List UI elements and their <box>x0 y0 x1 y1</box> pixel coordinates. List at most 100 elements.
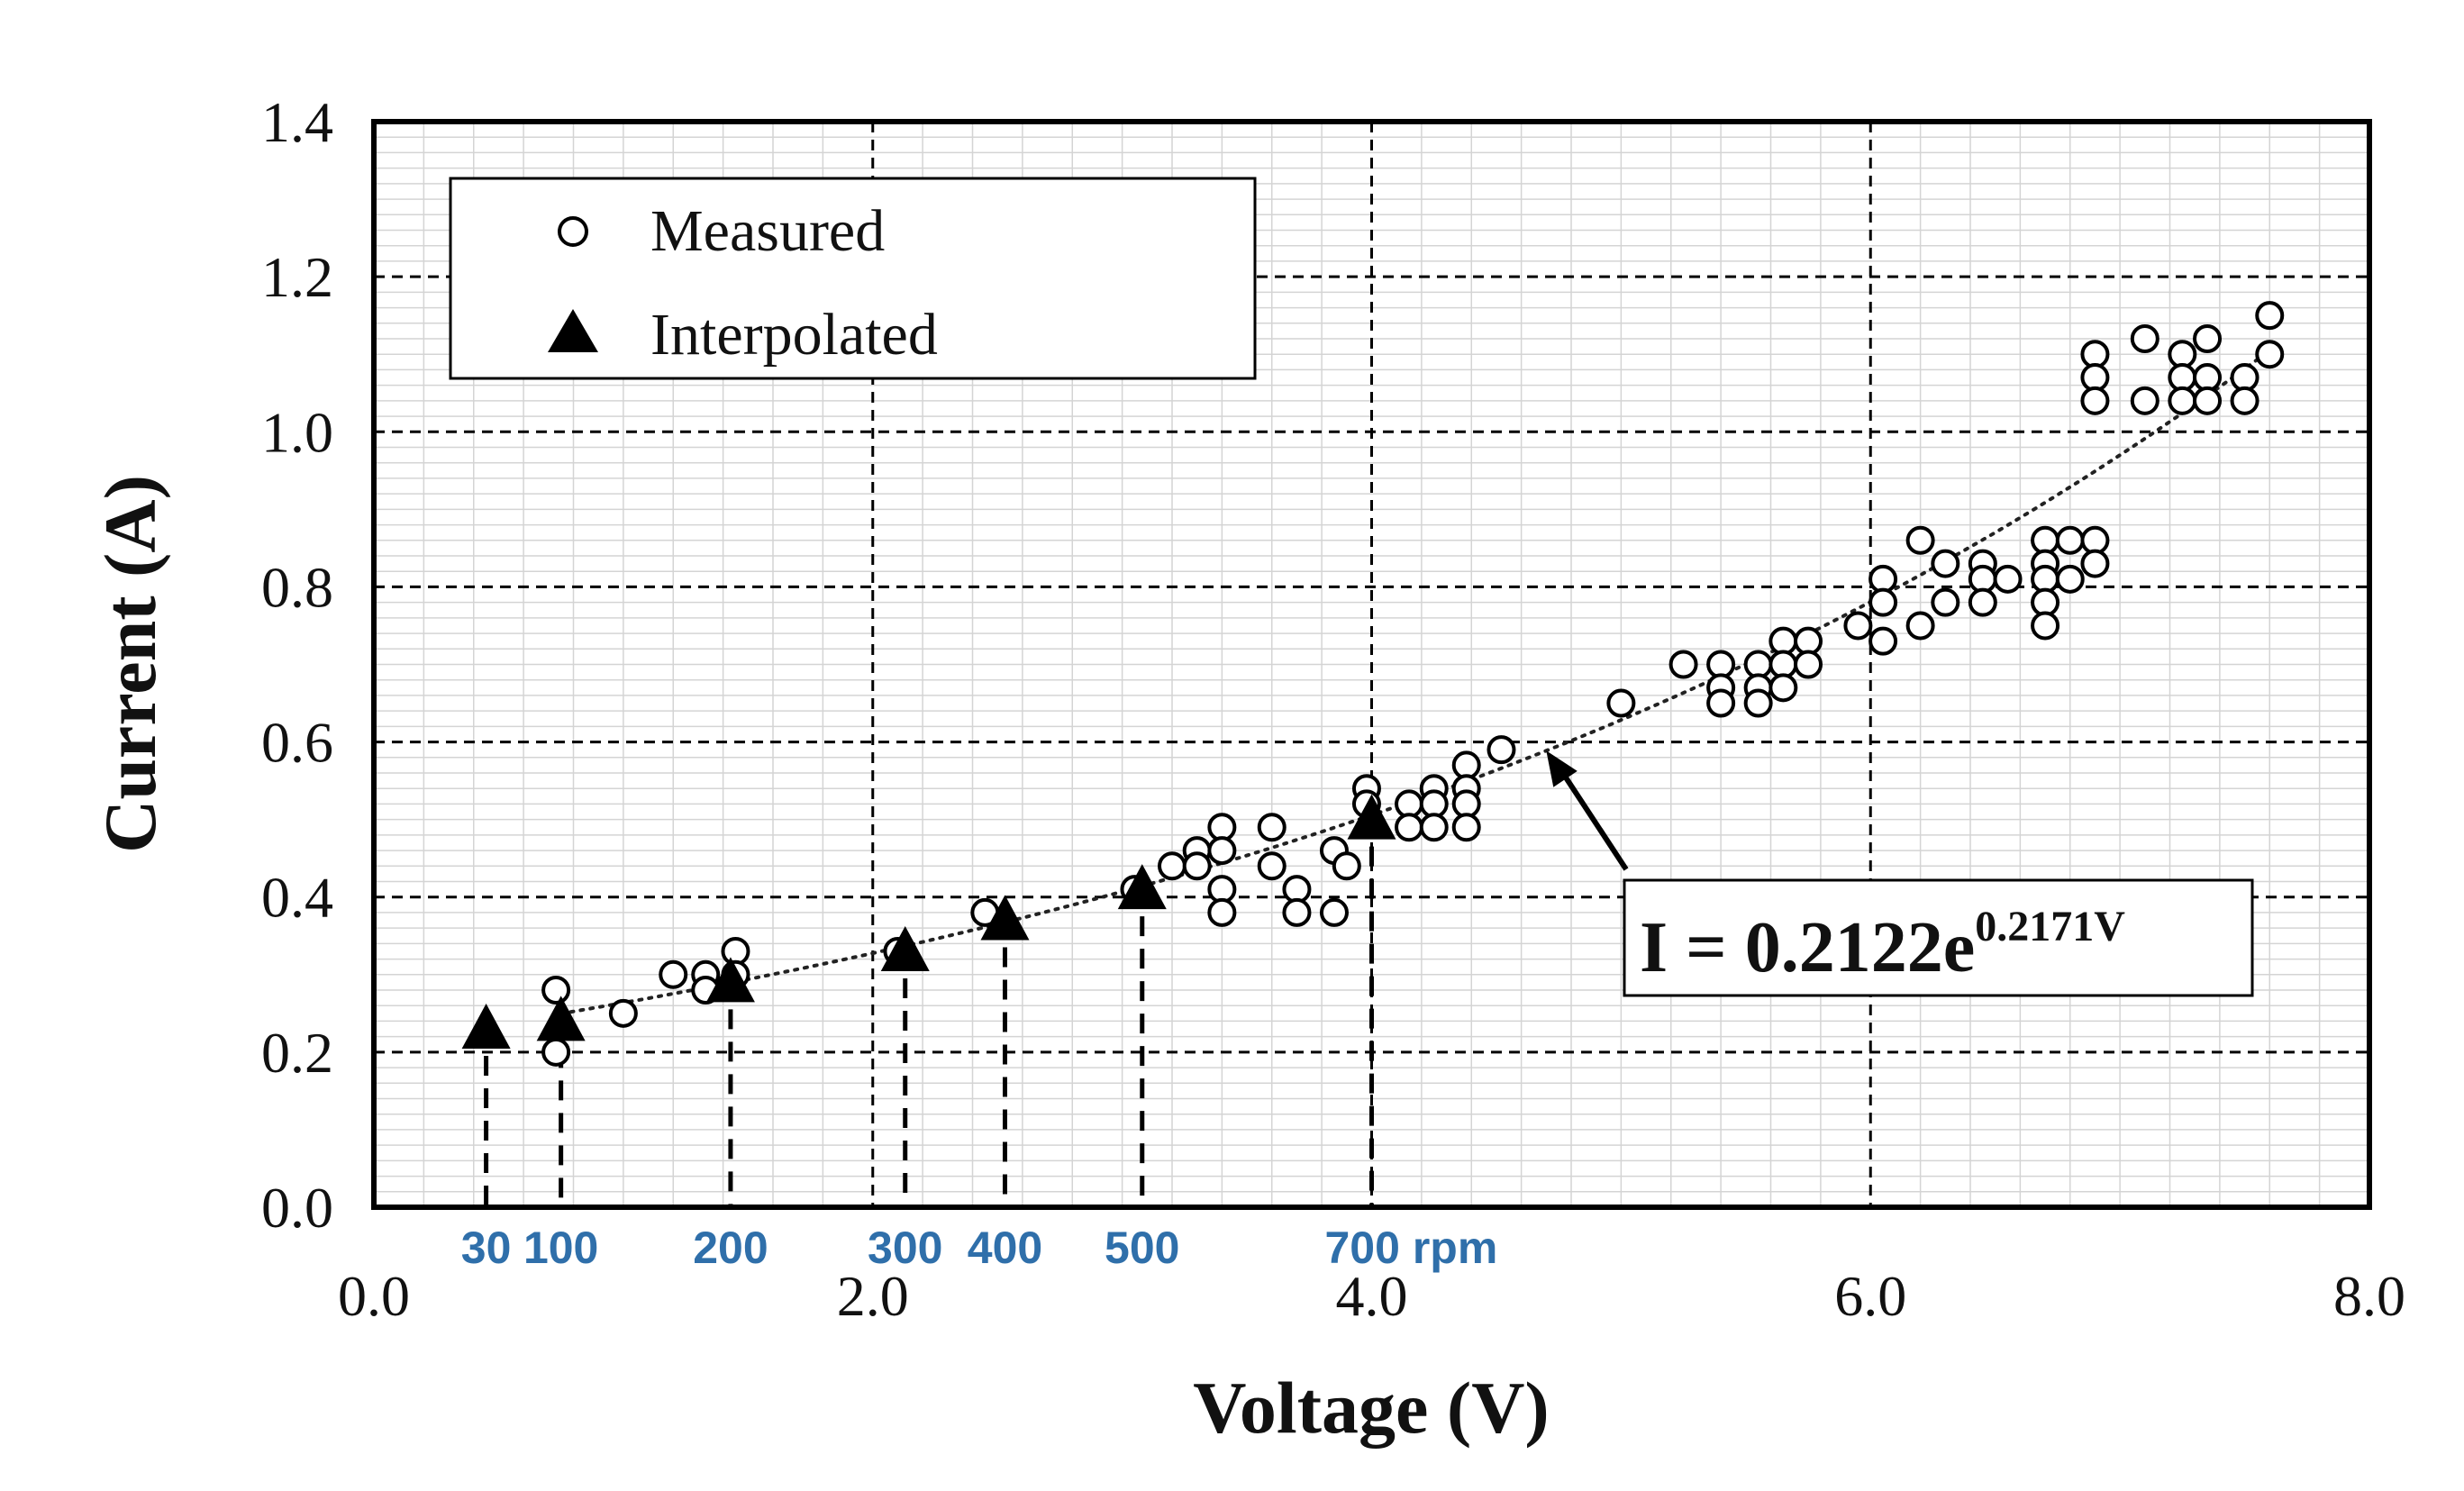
x-tick-label: 2.0 <box>837 1264 909 1328</box>
measured-point <box>1868 587 1898 617</box>
measured-point <box>1843 611 1873 641</box>
equation-box: I = 0.2122e0.2171V <box>1623 878 2254 997</box>
measured-point <box>2130 386 2159 415</box>
measured-point <box>1257 813 1287 842</box>
legend: Measured Interpolated <box>449 177 1257 380</box>
measured-point <box>541 976 571 1005</box>
y-tick-label: 0.4 <box>261 866 333 930</box>
measured-point <box>608 998 638 1028</box>
measured-point <box>541 1037 571 1067</box>
measured-point <box>2255 340 2285 369</box>
measured-point <box>1768 673 1798 703</box>
measured-point <box>1282 897 1312 927</box>
x-tick-label: 4.0 <box>1336 1264 1408 1328</box>
plot-frame <box>371 119 2372 1210</box>
legend-measured-marker <box>558 216 588 247</box>
measured-point <box>1182 851 1212 881</box>
y-axis-title: Current (A) <box>89 475 171 853</box>
measured-point <box>1905 611 1935 641</box>
measured-point <box>659 959 688 989</box>
measured-point <box>2168 386 2197 415</box>
measured-point <box>2031 587 2060 617</box>
y-tick-label: 1.2 <box>261 245 333 309</box>
rpm-label: 100 <box>523 1223 598 1273</box>
equation-main: I = 0.2122e <box>1640 908 1975 987</box>
rpm-label: 500 <box>1105 1223 1179 1273</box>
measured-point <box>1451 789 1481 819</box>
y-tick-labels: 0.0 0.2 0.4 0.6 0.8 1.0 1.2 1.4 <box>261 90 333 1240</box>
measured-point <box>1868 626 1898 656</box>
equation-frame <box>1623 878 2254 997</box>
y-tick-label: 0.0 <box>261 1176 333 1240</box>
measured-point <box>721 936 750 966</box>
measured-point <box>1282 875 1312 905</box>
measured-point <box>1743 688 1773 718</box>
measured-point <box>1768 626 1798 656</box>
measured-point <box>1207 813 1237 842</box>
legend-interpolated-label: Interpolated <box>650 302 938 368</box>
measured-point <box>2230 363 2259 393</box>
rpm-label: 30 <box>461 1223 512 1273</box>
measured-point <box>1968 587 1997 617</box>
measured-point <box>2130 324 2159 353</box>
equation-arrow-head <box>1546 750 1578 787</box>
measured-point <box>2080 549 2110 578</box>
measured-point <box>1451 750 1481 780</box>
equation-arrow-shaft <box>1556 765 1629 871</box>
equation-exponent: 0.2171V <box>1975 903 2125 950</box>
measured-point <box>2193 386 2223 415</box>
measured-point <box>1606 688 1636 718</box>
measured-point <box>2031 525 2060 555</box>
measured-point <box>1395 789 1424 819</box>
measured-point <box>1794 626 1823 656</box>
measured-point <box>1905 525 1935 555</box>
measured-point <box>1207 836 1237 866</box>
measured-point <box>1968 564 1997 594</box>
measured-point <box>2055 564 2085 594</box>
x-tick-label: 6.0 <box>1834 1264 1906 1328</box>
legend-measured-label: Measured <box>650 198 885 264</box>
measured-point <box>1487 735 1516 765</box>
rpm-label: 700 rpm <box>1325 1223 1498 1273</box>
interpolated-point <box>880 925 930 971</box>
measured-point <box>2230 386 2259 415</box>
rpm-labels: 30 100 200 300 400 500 700 rpm <box>461 1223 1498 1273</box>
rpm-drop-lines <box>484 846 1374 1205</box>
measured-point <box>2031 611 2060 641</box>
measured-point <box>1743 650 1773 679</box>
measured-point <box>1668 650 1698 679</box>
measured-point <box>2080 525 2110 555</box>
measured-point <box>2193 363 2223 393</box>
measured-point <box>1332 851 1361 881</box>
measured-point <box>1419 813 1449 842</box>
measured-point <box>2055 525 2085 555</box>
measured-point <box>2031 564 2060 594</box>
measured-point <box>1931 587 1960 617</box>
legend-interpolated-marker <box>548 309 598 352</box>
measured-point <box>1794 650 1823 679</box>
measured-point <box>2255 301 2285 331</box>
measured-point <box>1706 650 1736 679</box>
measured-point <box>1257 851 1287 881</box>
rpm-label: 400 <box>968 1223 1042 1273</box>
measured-point <box>1319 897 1349 927</box>
measured-point <box>1931 549 1960 578</box>
measured-point <box>1706 688 1736 718</box>
measured-point <box>1451 813 1481 842</box>
interpolated-series <box>461 794 1396 1050</box>
y-tick-label: 0.6 <box>261 711 333 775</box>
measured-point <box>1868 564 1898 594</box>
measured-point <box>1993 564 2023 594</box>
rpm-label: 200 <box>693 1223 768 1273</box>
interpolated-point <box>461 1004 511 1050</box>
equation-label: I = 0.2122e0.2171V <box>1640 903 2125 987</box>
y-tick-label: 0.2 <box>261 1021 333 1085</box>
measured-point <box>2168 340 2197 369</box>
interpolated-point <box>1117 864 1167 910</box>
interpolated-point <box>705 957 755 1003</box>
y-tick-label: 1.0 <box>261 400 333 464</box>
interpolated-point <box>980 895 1030 941</box>
x-tick-label: 8.0 <box>2333 1264 2405 1328</box>
measured-point <box>2080 363 2110 393</box>
